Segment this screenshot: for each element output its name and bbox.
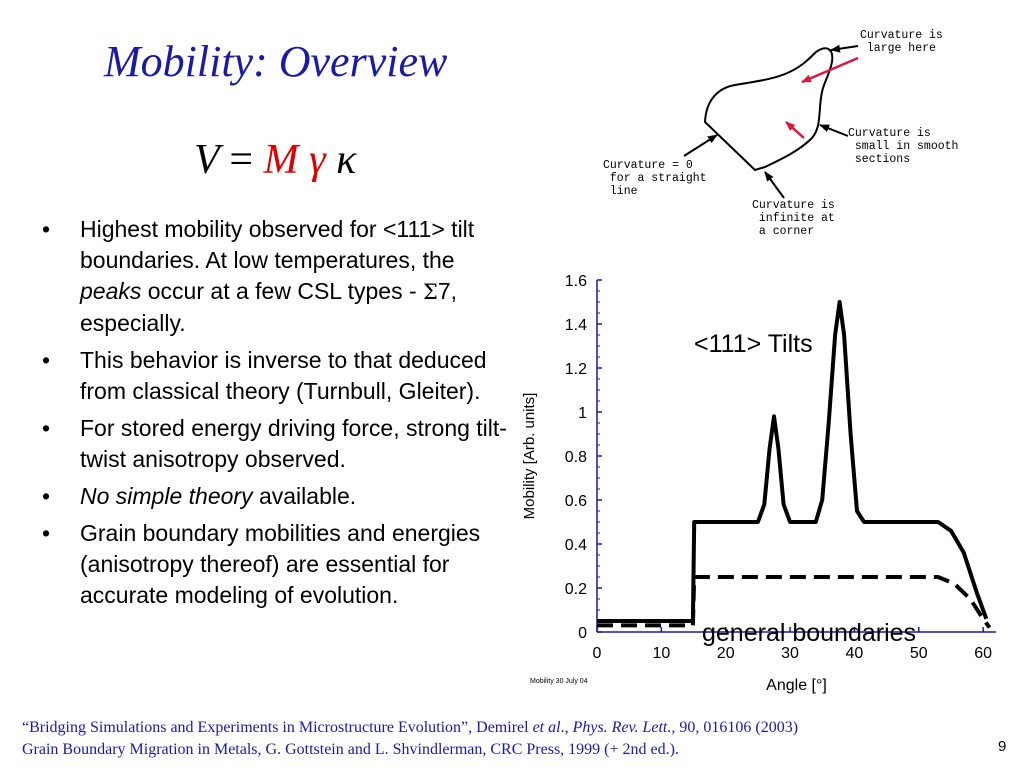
equation-velocity: V [194, 137, 219, 183]
callout-large-arrow [830, 44, 859, 53]
equation-mobility: M [263, 137, 299, 183]
series-general-boundaries-line [597, 575, 992, 629]
equation-kappa: κ [336, 137, 357, 183]
sigma-symbol: Σ [423, 280, 438, 304]
callout-zero-arrow [683, 134, 718, 157]
mobility-chart: 0 0.2 0.4 0.6 0.8 1 1.2 1.4 1.6 0 10 20 30 40 50 60 Angl… [521, 273, 996, 694]
y-axis-label: Mobility [Arb. units] [521, 393, 538, 520]
x-tick-label: 0 [593, 645, 602, 662]
callout-infinite-curvature: Curvature is infinite at a corner [752, 199, 835, 238]
y-tick-label: 1 [578, 405, 587, 422]
x-tick-label: 10 [652, 645, 670, 662]
annotation-111-tilts: <111> Tilts [694, 330, 813, 358]
y-tick-label: 1.6 [565, 273, 587, 290]
x-tick-label: 50 [910, 645, 928, 662]
bullet-item: This behavior is inverse to that deduced… [40, 345, 510, 407]
red-arrow-small [785, 121, 805, 139]
bullet-list: Highest mobility observed for <111> tilt… [40, 214, 510, 617]
y-tick-label: 1.4 [565, 317, 587, 334]
mobility-equation: V = M γ κ [194, 136, 356, 184]
callout-infinite-arrow [764, 171, 785, 199]
chart-footnote: Mobility 30 July 04 [530, 678, 588, 685]
x-tick-label: 20 [717, 645, 735, 662]
y-tick-label: 0.6 [565, 493, 587, 510]
bullet-item: Highest mobility observed for <111> tilt… [40, 214, 510, 339]
slide-title: Mobility: Overview [104, 37, 448, 86]
page-number: 9 [998, 738, 1007, 755]
footer-references: “Bridging Simulations and Experiments in… [22, 717, 798, 761]
reference-demirel: “Bridging Simulations and Experiments in… [22, 719, 799, 736]
x-tick-label: 60 [974, 645, 992, 662]
x-axis-label: Angle [°] [766, 677, 827, 694]
y-tick-label: 0.2 [565, 581, 587, 598]
equation-equals: = [229, 137, 254, 183]
x-tick-label: 40 [846, 645, 864, 662]
red-arrow-large [801, 56, 859, 84]
bullet-item: For stored energy driving force, strong … [40, 413, 510, 475]
y-tick-label: 1.2 [565, 361, 587, 378]
reference-gottstein: Grain Boundary Migration in Metals, G. G… [22, 741, 679, 758]
series-111-tilts-line [597, 300, 989, 623]
y-tick-label: 0 [578, 625, 587, 642]
equation-gamma: γ [309, 137, 326, 183]
y-tick-label: 0.8 [565, 449, 587, 466]
callout-zero-curvature: Curvature = 0 for a straight line [603, 159, 707, 198]
x-tick-label: 30 [781, 645, 799, 662]
callout-small-arrow [819, 124, 849, 137]
annotation-general-boundaries: general boundaries [702, 619, 916, 647]
curvature-diagram [683, 44, 859, 199]
callout-large-curvature: Curvature is large here [860, 29, 943, 55]
y-tick-label: 0.4 [565, 537, 587, 554]
bullet-item: Grain boundary mobilities and energies (… [40, 518, 510, 611]
callout-small-curvature: Curvature is small in smooth sections [848, 127, 959, 166]
bullet-item: No simple theory available. [40, 481, 510, 512]
grain-boundary-shape [703, 47, 834, 172]
